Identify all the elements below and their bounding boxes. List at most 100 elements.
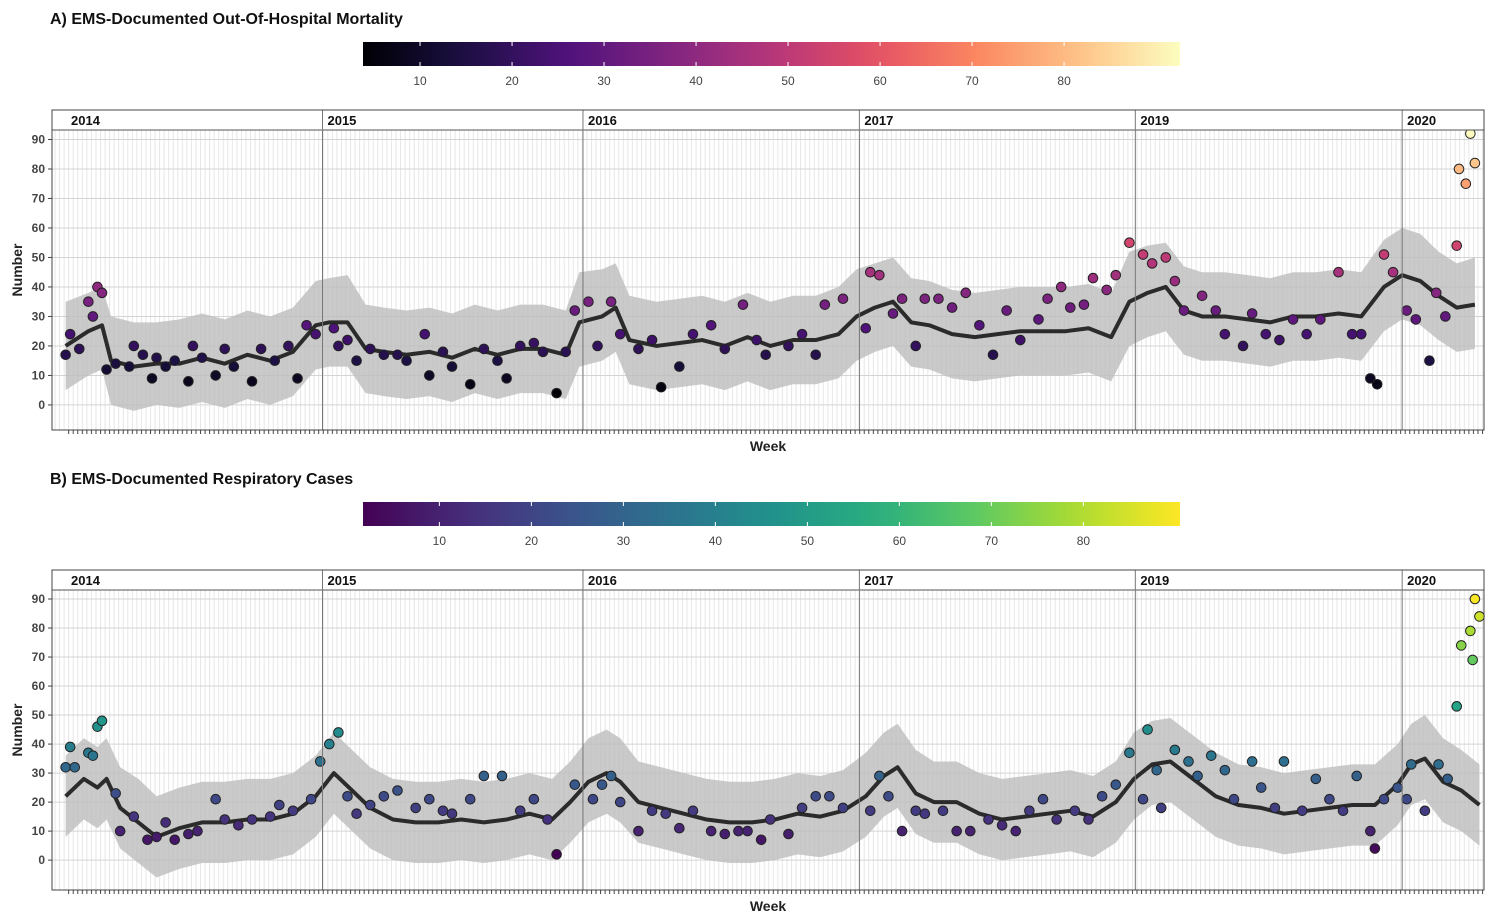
data-point	[364, 799, 376, 811]
data-point	[583, 296, 594, 308]
data-point	[1142, 724, 1153, 735]
data-point	[96, 715, 108, 727]
facet-label: 2015	[327, 573, 356, 588]
facet-label: 2015	[327, 113, 356, 128]
data-point	[760, 349, 772, 361]
x-minor-ticks	[66, 430, 1484, 434]
colorbar	[363, 42, 1180, 66]
data-point	[478, 343, 490, 355]
data-point	[737, 299, 749, 310]
data-point	[951, 825, 962, 837]
data-point	[96, 287, 108, 299]
data-point	[646, 805, 658, 817]
data-point	[1474, 611, 1485, 622]
data-point	[464, 793, 476, 805]
data-point	[719, 343, 731, 355]
y-tick-label: 10	[32, 368, 46, 382]
facet-label: 2019	[1140, 573, 1169, 588]
y-tick-label: 70	[32, 191, 46, 205]
data-point	[1205, 750, 1217, 761]
data-point	[1301, 328, 1313, 340]
facet-label: 2014	[71, 113, 101, 128]
data-point	[1410, 314, 1422, 325]
data-point	[1065, 302, 1076, 313]
data-point	[837, 293, 849, 305]
data-point	[1365, 825, 1376, 837]
colorbar-tick-label: 50	[781, 74, 795, 88]
data-point	[351, 808, 362, 819]
data-point	[446, 361, 458, 372]
x-axis-label: Week	[750, 898, 787, 913]
data-point	[1287, 314, 1299, 325]
data-point	[114, 825, 126, 837]
data-point	[733, 825, 744, 837]
colorbar-tick-label: 20	[505, 74, 519, 88]
data-point	[169, 834, 181, 846]
data-point	[983, 814, 994, 825]
data-point	[501, 373, 512, 384]
data-point	[964, 825, 976, 837]
data-point	[660, 808, 672, 819]
facet-label: 2014	[71, 573, 101, 588]
facet-label: 2016	[588, 573, 617, 588]
chart-title: B) EMS-Documented Respiratory Cases	[50, 471, 353, 488]
data-point	[910, 340, 922, 352]
y-tick-label: 30	[32, 309, 46, 323]
data-point	[424, 793, 435, 805]
data-point	[69, 761, 81, 773]
data-point	[283, 340, 294, 352]
data-point	[64, 328, 76, 340]
data-point	[874, 770, 885, 782]
data-point	[233, 820, 244, 831]
data-point	[1101, 284, 1112, 296]
data-point	[1183, 756, 1194, 767]
data-point	[305, 793, 317, 805]
data-point	[1124, 237, 1135, 249]
data-point	[478, 770, 490, 782]
data-point	[551, 849, 562, 860]
data-point	[537, 346, 549, 358]
data-point	[1351, 770, 1363, 782]
data-point	[933, 293, 944, 305]
data-point	[351, 355, 362, 366]
data-point	[128, 811, 140, 822]
y-tick-label: 80	[32, 162, 46, 176]
colorbar-tick-label: 30	[617, 534, 631, 548]
data-point	[1146, 258, 1158, 269]
data-point	[910, 805, 922, 817]
data-point	[674, 361, 685, 372]
data-point	[378, 790, 390, 802]
data-point	[410, 802, 421, 814]
data-point	[655, 381, 667, 393]
data-point	[269, 355, 281, 366]
data-point	[1469, 593, 1481, 605]
data-point	[364, 343, 376, 355]
confidence-band	[65, 227, 1475, 411]
facet-label: 2017	[864, 573, 893, 588]
data-point	[496, 770, 508, 782]
colorbar	[363, 502, 1180, 526]
data-point	[1453, 163, 1465, 175]
data-point	[605, 770, 617, 782]
data-point	[1260, 328, 1272, 340]
facet-label: 2020	[1407, 573, 1436, 588]
data-point	[705, 825, 717, 837]
data-point	[1228, 793, 1240, 805]
data-point	[246, 376, 258, 387]
facet-label: 2016	[588, 113, 617, 128]
data-point	[1387, 266, 1399, 278]
data-point	[1137, 249, 1149, 260]
data-point	[919, 293, 931, 305]
data-point	[633, 343, 644, 355]
y-tick-label: 0	[38, 853, 45, 867]
data-point	[333, 727, 344, 738]
data-point	[1137, 793, 1149, 805]
data-point	[1155, 802, 1167, 814]
trend-line	[64, 273, 1476, 369]
data-point	[974, 319, 985, 331]
data-point	[919, 808, 931, 819]
data-point	[1083, 814, 1094, 825]
data-point	[810, 349, 822, 361]
data-point	[560, 346, 572, 358]
data-point	[142, 834, 153, 846]
